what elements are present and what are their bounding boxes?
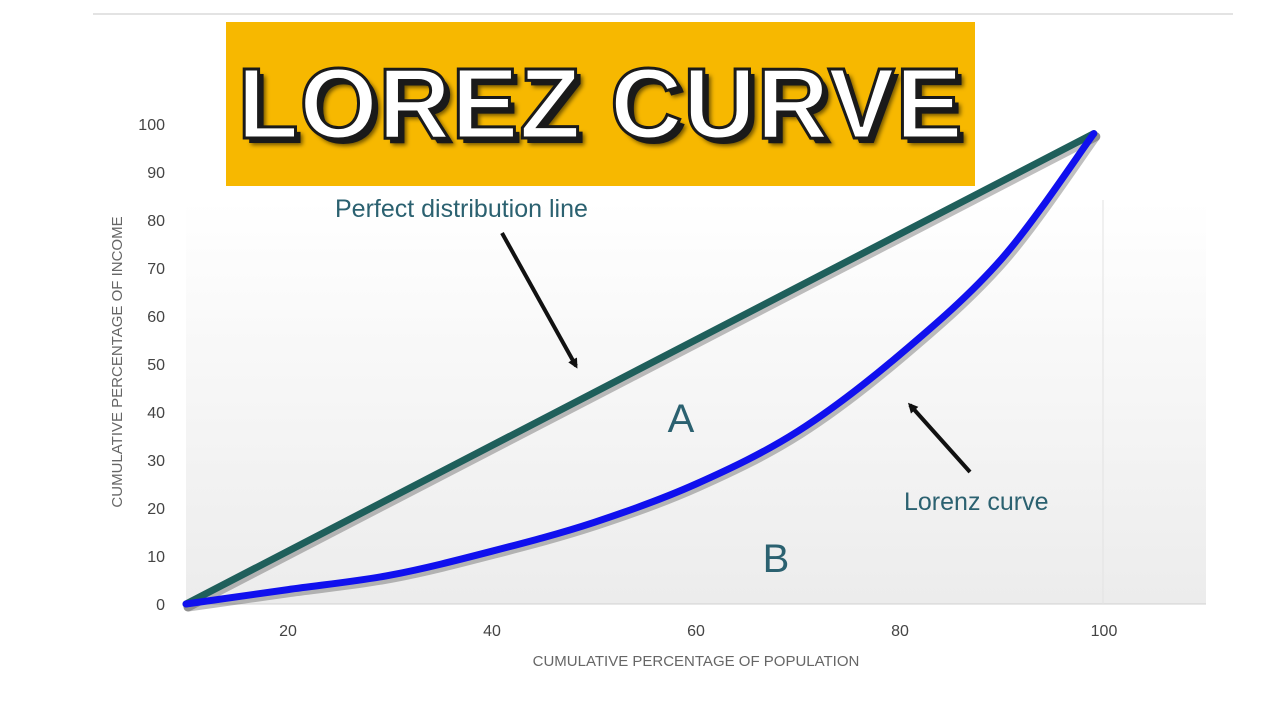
y-axis-title: CUMULATIVE PERCENTAGE OF INCOME <box>109 216 126 507</box>
annotation-lorenz-curve: Lorenz curve <box>904 488 1049 516</box>
y-tick-label: 20 <box>147 501 165 518</box>
lorenz-curve-arrow <box>907 402 972 474</box>
y-tick-label: 60 <box>147 309 165 326</box>
perfect-distribution-line <box>182 130 1098 608</box>
area-label-b: B <box>763 537 790 581</box>
y-tick-label: 80 <box>147 213 165 230</box>
series-group <box>182 130 1101 612</box>
y-tick-label: 30 <box>147 453 165 470</box>
x-tick-label: 40 <box>483 623 501 640</box>
y-tick-label: 90 <box>147 165 165 182</box>
x-tick-label: 60 <box>687 623 705 640</box>
y-axis-ticks: 0 10 20 30 40 50 60 70 80 90 100 <box>138 117 165 614</box>
title-banner: LOREZ CURVE <box>226 22 975 186</box>
x-tick-label: 80 <box>891 623 909 640</box>
y-tick-label: 100 <box>138 117 165 134</box>
annotation-perfect-distribution: Perfect distribution line <box>335 195 588 223</box>
chart-title: LOREZ CURVE <box>236 46 964 161</box>
y-tick-label: 40 <box>147 405 165 422</box>
x-tick-label: 20 <box>279 623 297 640</box>
x-tick-label: 100 <box>1091 623 1118 640</box>
top-divider <box>93 13 1233 15</box>
lorenz-curve-line <box>182 130 1098 608</box>
area-label-a: A <box>668 397 695 441</box>
x-axis-ticks: 20 40 60 80 100 <box>279 623 1117 640</box>
perfect-line-arrow <box>500 232 578 369</box>
y-tick-label: 70 <box>147 261 165 278</box>
y-tick-label: 50 <box>147 357 165 374</box>
x-axis-title: CUMULATIVE PERCENTAGE OF POPULATION <box>533 653 860 670</box>
plot-area <box>186 200 1206 604</box>
y-tick-label: 0 <box>156 597 165 614</box>
perfect-distribution-line-shadow <box>183 132 1101 612</box>
y-tick-label: 10 <box>147 549 165 566</box>
